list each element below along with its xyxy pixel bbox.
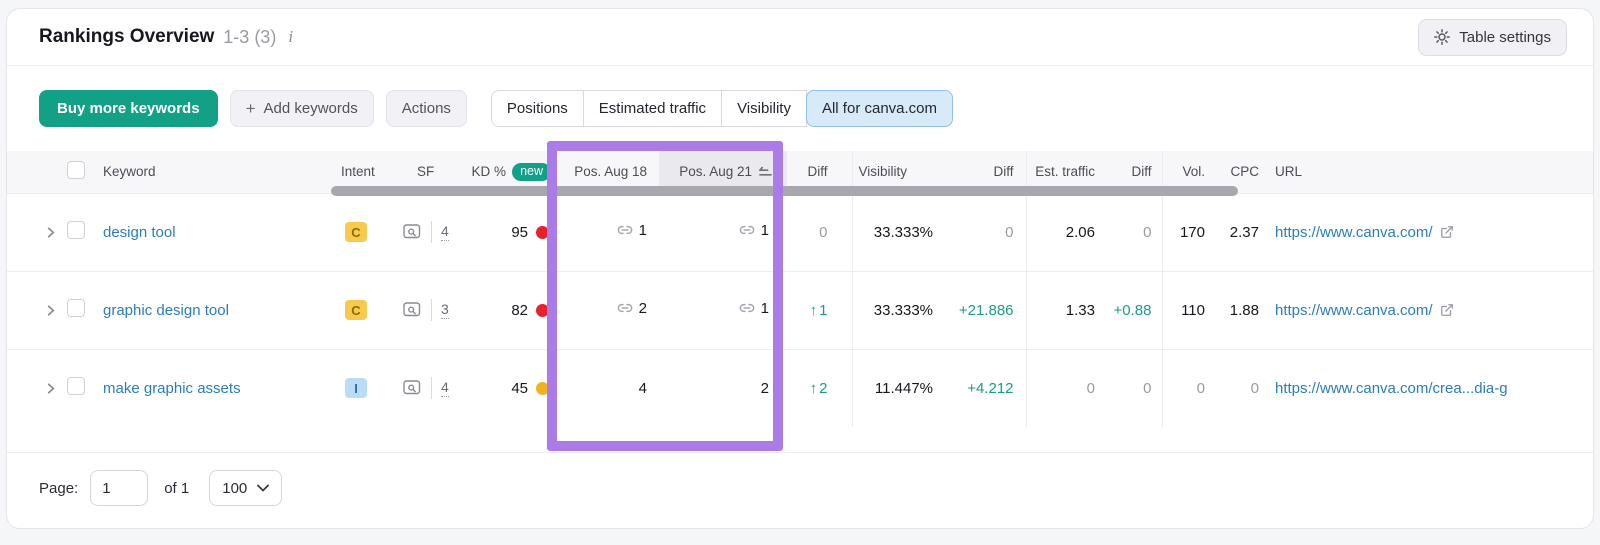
volume-value: 0 [1196,379,1205,397]
actions-button[interactable]: Actions [385,90,467,127]
tab-all-for-canva[interactable]: All for canva.com [805,90,954,127]
position-value: 2 [638,299,647,317]
sf-count-link[interactable]: 4 [441,222,449,241]
position-diff: 0 [819,223,828,241]
intent-badge[interactable]: I [345,378,367,399]
select-all-checkbox[interactable] [67,161,85,180]
table-row: graphic design tool C 3 82 [7,271,1593,349]
table-row: design tool C 4 95 [7,193,1593,271]
tab-positions[interactable]: Positions [490,90,584,127]
sort-icon [758,166,773,178]
page-input[interactable] [90,470,149,506]
visibility-value: 11.447% [874,379,933,397]
tab-estimated-traffic[interactable]: Estimated traffic [582,90,723,127]
table-settings-button[interactable]: Table settings [1418,18,1567,56]
volume-value: 170 [1179,223,1205,241]
serp-features-icon[interactable] [403,301,422,318]
page-size-select[interactable]: 100 [209,470,283,506]
url-link[interactable]: https://www.canva.com/ [1275,223,1433,241]
keyword-link[interactable]: graphic design tool [103,301,229,319]
external-link-icon[interactable] [1440,225,1454,239]
kd-difficulty-dot [536,225,549,239]
position-diff: ↑ 2 [809,379,828,397]
rankings-overview-panel: Rankings Overview 1-3 (3) i Table settin… [6,8,1594,529]
serp-features-icon[interactable] [403,223,422,240]
page-label: Page: [39,479,79,497]
plus-icon: + [245,98,256,118]
position-value: 2 [760,379,769,397]
est-traffic-value: 2.06 [1065,223,1095,241]
add-keywords-label: Add keywords [263,100,358,117]
intent-badge[interactable]: C [345,222,367,242]
position-value: 4 [638,379,647,397]
header-url[interactable]: URL [1269,151,1593,194]
table-settings-label: Table settings [1459,28,1551,46]
pagination-bar: Page: of 1 100 [7,452,1593,528]
est-traffic-diff: 0 [1143,223,1152,241]
view-tabs: Positions Estimated traffic Visibility A… [490,90,954,127]
est-traffic-diff: +0.88 [1113,301,1152,319]
kd-value: 45 [511,379,528,397]
gear-icon [1434,29,1451,45]
link-icon[interactable] [739,222,755,238]
volume-value: 110 [1181,301,1205,319]
result-range: 1-3 (3) [223,26,277,47]
arrow-up-icon: ↑ [809,301,818,319]
sf-count-link[interactable]: 4 [441,378,449,397]
url-link[interactable]: https://www.canva.com/ [1275,301,1433,319]
cpc-value: 2.37 [1229,223,1259,241]
row-checkbox[interactable] [67,299,85,317]
new-badge: new [512,163,551,181]
expand-row-button[interactable] [43,225,65,240]
kd-value: 82 [511,301,528,319]
visibility-value: 33.333% [873,301,933,319]
kd-difficulty-dot [536,381,549,395]
link-icon[interactable] [617,222,633,238]
visibility-diff: +21.886 [958,301,1014,319]
panel-header: Rankings Overview 1-3 (3) i Table settin… [7,9,1593,66]
page-title: Rankings Overview [39,26,215,47]
visibility-value: 33.333% [873,223,933,241]
position-value: 1 [638,221,647,239]
table-row: make graphic assets I 4 45 4 2 ↑ 2 [7,349,1593,427]
external-link-icon[interactable] [1440,303,1454,317]
visibility-diff: 0 [1005,223,1014,241]
sf-count-link[interactable]: 3 [441,300,449,319]
chevron-down-icon [257,484,270,492]
row-checkbox[interactable] [67,221,85,239]
info-icon[interactable]: i [288,27,294,46]
url-link[interactable]: https://www.canva.com/crea...dia-g [1275,379,1508,397]
tab-visibility[interactable]: Visibility [721,90,807,127]
est-traffic-value: 0 [1086,379,1095,397]
keyword-link[interactable]: design tool [103,223,176,241]
position-value: 1 [760,299,769,317]
expand-row-button[interactable] [43,381,65,396]
page-of-label: of 1 [164,479,190,497]
est-traffic-value: 1.33 [1065,301,1095,319]
position-value: 1 [760,221,769,239]
link-icon[interactable] [739,300,755,316]
toolbar: Buy more keywords + Add keywords Actions… [7,66,1593,151]
est-traffic-diff: 0 [1143,379,1152,397]
row-checkbox[interactable] [67,377,85,396]
position-diff: ↑ 1 [809,301,828,319]
horizontal-scrollbar[interactable] [331,186,1238,196]
kd-difficulty-dot [536,303,549,317]
add-keywords-button[interactable]: + Add keywords [229,90,374,127]
buy-more-keywords-button[interactable]: Buy more keywords [39,90,218,127]
page-size-value: 100 [222,479,248,497]
header-keyword[interactable]: Keyword [103,151,337,194]
cpc-value: 0 [1250,379,1259,397]
arrow-up-icon: ↑ [809,379,818,397]
intent-badge[interactable]: C [345,300,367,320]
kd-value: 95 [511,223,528,241]
visibility-diff: +4.212 [967,379,1014,397]
link-icon[interactable] [617,300,633,316]
keyword-link[interactable]: make graphic assets [103,379,241,397]
serp-features-icon[interactable] [403,380,422,396]
cpc-value: 1.88 [1229,301,1259,319]
expand-row-button[interactable] [43,303,65,318]
